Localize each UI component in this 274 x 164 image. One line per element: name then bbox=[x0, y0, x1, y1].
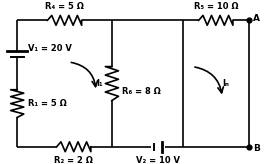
Text: R₁ = 5 Ω: R₁ = 5 Ω bbox=[28, 99, 67, 108]
Text: V₁ = 20 V: V₁ = 20 V bbox=[28, 44, 72, 53]
Text: B: B bbox=[253, 144, 259, 153]
Text: Iₙ: Iₙ bbox=[222, 79, 229, 88]
Text: A: A bbox=[253, 14, 260, 23]
Text: R₆ = 8 Ω: R₆ = 8 Ω bbox=[122, 87, 161, 96]
Text: R₅ = 10 Ω: R₅ = 10 Ω bbox=[193, 2, 238, 11]
Text: I₁: I₁ bbox=[96, 79, 103, 88]
Text: V₂ = 10 V: V₂ = 10 V bbox=[136, 156, 180, 164]
Text: R₄ = 5 Ω: R₄ = 5 Ω bbox=[45, 2, 84, 11]
Text: R₂ = 2 Ω: R₂ = 2 Ω bbox=[54, 156, 93, 164]
